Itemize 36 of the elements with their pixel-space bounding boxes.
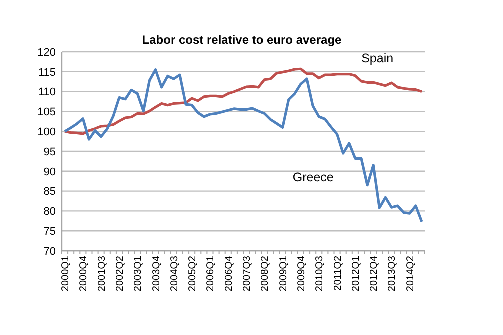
x-tick-label: 2007Q3: [242, 256, 254, 292]
x-tick-label: 2001Q3: [96, 256, 108, 292]
x-tick-label: 2012Q4: [369, 256, 380, 292]
y-tick-label: 95: [44, 146, 56, 158]
x-tick-label: 2005Q2: [188, 256, 199, 292]
y-tick-label: 85: [44, 186, 56, 198]
chart-title: Labor cost relative to euro average: [142, 33, 342, 47]
y-tick-label: 115: [38, 66, 56, 79]
line-series: [64, 68, 424, 224]
y-tick-label: 120: [38, 46, 56, 59]
x-tick-label: 2009Q4: [296, 256, 308, 292]
y-tick-label: 100: [38, 126, 56, 138]
x-tick-label: 2000Q4: [78, 256, 90, 292]
y-tick-label: 110: [38, 86, 56, 99]
y-tick-label: 105: [38, 106, 56, 119]
series-label: Spain: [362, 52, 394, 66]
y-tick-label: 80: [44, 206, 56, 218]
x-tick-label: 2010Q3: [314, 256, 326, 292]
x-tick-label: 2002Q2: [114, 256, 126, 292]
x-tick-label: 2004Q3: [169, 256, 180, 292]
x-tick-label: 2012Q1: [350, 256, 362, 292]
x-tick-label: 2003Q1: [133, 256, 144, 292]
x-tick-label: 2000Q1: [60, 256, 72, 292]
x-tick-label: 2013Q3: [387, 256, 398, 292]
x-tick-label: 2003Q4: [151, 256, 162, 292]
series-label: Greece: [292, 170, 334, 185]
y-tick-label: 90: [44, 166, 56, 178]
x-tick-label: 2008Q2: [260, 256, 272, 292]
y-tick-label: 70: [44, 246, 56, 258]
line-series: [64, 68, 424, 136]
x-tick-label: 2014Q2: [405, 256, 416, 292]
y-tick-label: 75: [44, 226, 56, 238]
x-tick-label: 2006Q1: [206, 256, 217, 292]
x-tick-label: 2009Q1: [278, 256, 290, 292]
x-tick-label: 2011Q2: [332, 256, 344, 291]
x-tick-label: 2006Q4: [224, 256, 235, 292]
